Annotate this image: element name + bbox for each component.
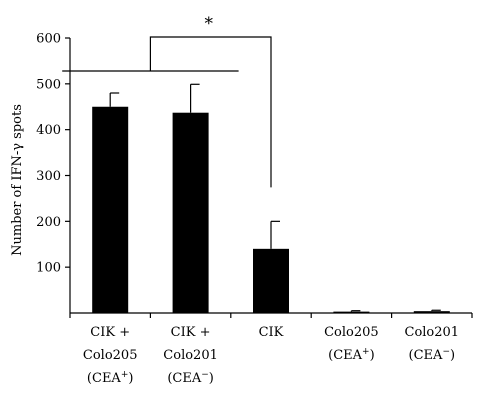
y-ticks: 100 200 300 400 500 600 xyxy=(36,32,70,276)
bar xyxy=(413,311,450,313)
bar xyxy=(333,311,370,314)
error-bars xyxy=(109,83,441,312)
x-category-label: (CEA−) xyxy=(409,347,456,363)
y-axis-label: Number of IFN-γ spots xyxy=(10,104,25,256)
significance-bracket: * xyxy=(62,14,272,188)
x-category-label: (CEA+) xyxy=(87,370,134,386)
bars xyxy=(92,106,450,314)
bar xyxy=(92,106,129,313)
x-category-label: (CEA−) xyxy=(167,370,214,386)
x-category-label: Colo205 xyxy=(324,325,379,340)
bar xyxy=(172,112,209,313)
x-category-label: Colo205 xyxy=(83,348,138,363)
y-tick-label: 200 xyxy=(36,215,61,230)
x-category-label: CIK + xyxy=(171,325,211,340)
x-category-label: (CEA+) xyxy=(328,347,375,363)
y-tick-label: 400 xyxy=(36,123,61,138)
x-category-label: Colo201 xyxy=(163,348,218,363)
x-category-label: CIK xyxy=(259,325,284,340)
x-category-label: Colo201 xyxy=(405,325,460,340)
significance-star: * xyxy=(204,14,213,34)
x-category-labels: CIK + Colo205 (CEA+) CIK + Colo201 (CEA−) CIK C… xyxy=(83,325,459,386)
x-category-label: CIK + xyxy=(90,325,130,340)
y-tick-label: 500 xyxy=(36,77,61,92)
bracket-line xyxy=(149,36,272,188)
y-tick-label: 300 xyxy=(36,169,61,184)
y-tick-label: 100 xyxy=(36,261,61,276)
bar xyxy=(253,248,289,313)
y-tick-label: 600 xyxy=(36,32,61,47)
